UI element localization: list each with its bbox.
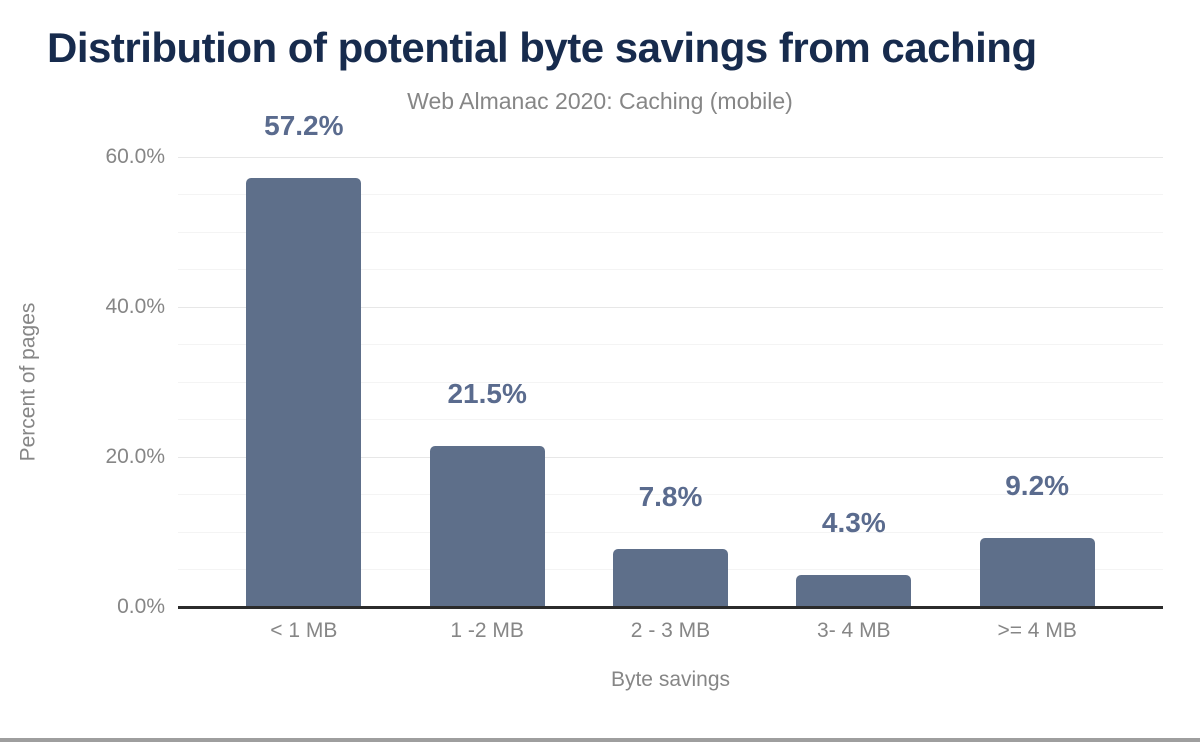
bar-value-label-4: 4.3%	[821, 506, 886, 538]
bar-value-label-1: 57.2%	[264, 110, 344, 141]
minor-gridline-25	[178, 419, 1163, 420]
bar-slot-2: 21.5% 1 -2 MB	[429, 157, 545, 642]
chart-subtitle: Web Almanac 2020: Caching (mobile)	[407, 88, 793, 114]
bar-value-label-2: 21.5%	[447, 377, 527, 409]
minor-gridline-45	[178, 269, 1163, 270]
bar-slot-3: 7.8% 2 - 3 MB	[612, 157, 728, 642]
bar-slot-5: 9.2% >= 4 MB	[979, 157, 1095, 642]
bar-1	[246, 178, 362, 607]
bar-2	[429, 445, 545, 607]
bar-value-label-3: 7.8%	[638, 480, 703, 512]
x-axis-title: Byte savings	[610, 668, 731, 691]
y-axis-title-text: Percent of pages	[16, 302, 39, 462]
minor-gridline-55	[178, 194, 1163, 195]
minor-gridline-15	[178, 494, 1163, 495]
bar-5	[979, 538, 1095, 607]
bar-slot-1: 57.2% < 1 MB	[246, 110, 362, 642]
plot-area: 57.2% < 1 MB 21.5% 1 -2 MB 7.8% 2 - 3 MB 4.3% 3…	[178, 110, 1163, 642]
minor-gridline-10	[178, 531, 1163, 533]
x-tick-label-3: 2 - 3 MB	[630, 619, 711, 642]
y-axis-title: Percent of pages	[8, 157, 48, 607]
bar-slot-4: 4.3% 3- 4 MB	[796, 157, 912, 642]
major-gridline-40	[178, 306, 1163, 308]
y-tick-label-60: 60.0%	[105, 145, 165, 168]
x-tick-label-5: >= 4 MB	[997, 619, 1077, 642]
chart-title: Distribution of potential byte savings f…	[47, 24, 1037, 71]
y-tick-label-40: 40.0%	[105, 295, 165, 318]
minor-gridline-35	[178, 344, 1163, 345]
bar-value-label-5: 9.2%	[1005, 470, 1070, 501]
minor-gridline-50	[178, 231, 1163, 233]
y-axis: 0.0% 20.0% 40.0% 60.0%	[50, 145, 165, 618]
minor-gridline-30	[178, 381, 1163, 383]
bar-3	[612, 548, 728, 607]
major-gridline-60	[178, 156, 1163, 158]
x-tick-label-1: < 1 MB	[270, 619, 338, 642]
bar-4	[796, 574, 912, 607]
y-tick-label-20: 20.0%	[105, 445, 165, 468]
major-gridline-20	[178, 456, 1163, 458]
bar-series: 57.2% < 1 MB 21.5% 1 -2 MB 7.8% 2 - 3 MB 4.3% 3…	[178, 110, 1163, 642]
x-axis-line	[178, 606, 1163, 609]
x-tick-label-2: 1 -2 MB	[450, 619, 524, 642]
x-tick-label-4: 3- 4 MB	[817, 619, 891, 642]
y-tick-label-0: 0.0%	[117, 595, 165, 618]
